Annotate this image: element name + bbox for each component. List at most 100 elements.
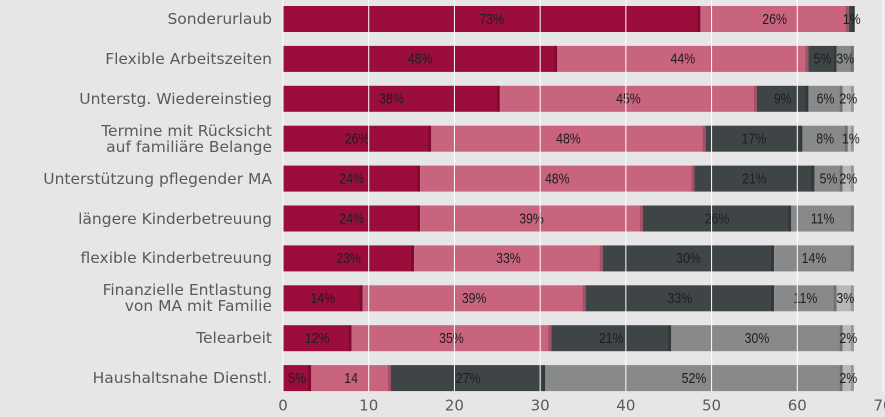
value-label: 30% xyxy=(745,330,770,346)
value-label: 3% xyxy=(836,290,854,306)
bar-segment xyxy=(283,125,432,152)
bar-shade xyxy=(839,325,843,352)
value-label: 8% xyxy=(816,131,834,147)
value-label: 1% xyxy=(843,11,861,27)
bar-segment xyxy=(671,325,843,352)
bar-shade xyxy=(348,325,352,352)
bar-shade xyxy=(850,45,854,72)
value-label: 48% xyxy=(556,131,581,147)
value-label: 21% xyxy=(599,330,624,346)
bar-shade xyxy=(771,245,775,272)
bar-segment xyxy=(420,205,643,232)
bar-segment xyxy=(836,285,854,312)
value-label: 26% xyxy=(762,11,787,27)
bar-segment xyxy=(757,85,809,112)
bar-shade xyxy=(850,125,854,152)
value-label: 5% xyxy=(288,370,306,386)
bar-shade xyxy=(788,205,792,232)
bar-segment xyxy=(705,125,803,152)
category-label: Finanzielle Entlastung von MA mit Famili… xyxy=(102,281,272,316)
bar-shade xyxy=(702,125,706,152)
bar-shade xyxy=(754,85,757,112)
bar-segment xyxy=(420,165,695,192)
value-label: 11% xyxy=(811,210,835,226)
bar-segment xyxy=(694,165,815,192)
bar-segment xyxy=(551,325,672,352)
value-label: 6% xyxy=(817,91,835,107)
bar-shade xyxy=(548,325,552,352)
value-label: 3% xyxy=(836,51,854,67)
value-label: 26% xyxy=(705,210,730,226)
category-label: Telearbeit xyxy=(196,329,272,348)
value-label: 45% xyxy=(616,91,641,107)
value-label: 52% xyxy=(682,370,707,386)
value-label: 38% xyxy=(379,91,404,107)
value-label: 5% xyxy=(814,51,832,67)
bar-segment xyxy=(808,45,837,72)
bar-segment xyxy=(700,6,849,32)
bar-segment xyxy=(283,45,558,72)
value-label: 35% xyxy=(439,330,464,346)
value-label: 11% xyxy=(794,290,818,306)
value-label: 30% xyxy=(676,250,701,266)
value-label: 2% xyxy=(839,170,857,186)
x-tick-label: 60 xyxy=(788,397,807,415)
bar-shade xyxy=(691,165,695,192)
x-tick-label: 20 xyxy=(445,397,464,415)
bar-segment xyxy=(643,205,792,232)
bar-shade xyxy=(582,285,586,312)
bar-shade xyxy=(845,6,849,32)
bar-segment xyxy=(585,285,775,312)
x-tick-label: 0 xyxy=(278,397,288,415)
category-label: Sonderurlaub xyxy=(167,10,272,28)
bar-segment xyxy=(391,365,546,392)
value-label: 39% xyxy=(462,290,487,306)
bar-shade xyxy=(850,165,854,192)
bar-shade xyxy=(411,245,415,272)
bar-shade xyxy=(805,45,809,72)
bar-shade xyxy=(851,6,855,32)
bar-shade xyxy=(850,205,854,232)
value-label: 2% xyxy=(839,370,857,386)
bar-segment xyxy=(351,325,552,352)
value-label: 5% xyxy=(820,170,838,186)
bar-segment xyxy=(283,325,352,352)
bar-segment xyxy=(311,365,391,392)
value-label: 23% xyxy=(336,250,361,266)
bar-segment xyxy=(791,205,854,232)
bar-shade xyxy=(850,325,854,352)
bar-shade xyxy=(542,365,546,392)
category-label: Unterstg. Wiedereinstieg xyxy=(79,89,272,108)
bar-segment xyxy=(283,165,421,192)
x-tick-label: 10 xyxy=(359,397,378,415)
value-label: 27% xyxy=(456,370,481,386)
value-label: 73% xyxy=(479,11,504,27)
x-tick-label: 30 xyxy=(531,397,550,415)
bar-shade xyxy=(417,205,421,232)
x-tick-label: 40 xyxy=(616,397,635,415)
bar-shade xyxy=(668,325,672,352)
bar-segment xyxy=(842,365,854,392)
value-label: 26% xyxy=(345,131,370,147)
value-label: 9% xyxy=(774,91,792,107)
value-label: 14% xyxy=(802,250,827,266)
x-tick-label: 70 xyxy=(873,397,885,415)
bar-segment xyxy=(774,285,837,312)
value-label: 39% xyxy=(519,210,544,226)
category-label: Termine mit Rücksicht auf familiäre Bela… xyxy=(101,121,272,156)
value-label: 33% xyxy=(496,250,521,266)
value-label: 2% xyxy=(839,330,857,346)
bar-shade xyxy=(839,165,843,192)
bar-shade xyxy=(428,125,432,152)
bar-shade xyxy=(388,365,391,392)
bar-shade xyxy=(640,205,643,232)
bar-shade xyxy=(811,165,815,192)
bar-shade xyxy=(599,245,603,272)
bar-segment xyxy=(842,165,854,192)
bar-shade xyxy=(839,365,843,392)
value-label: 12% xyxy=(305,330,330,346)
value-label: 24% xyxy=(339,210,364,226)
value-label: 48% xyxy=(408,51,433,67)
value-label: 14% xyxy=(311,290,336,306)
